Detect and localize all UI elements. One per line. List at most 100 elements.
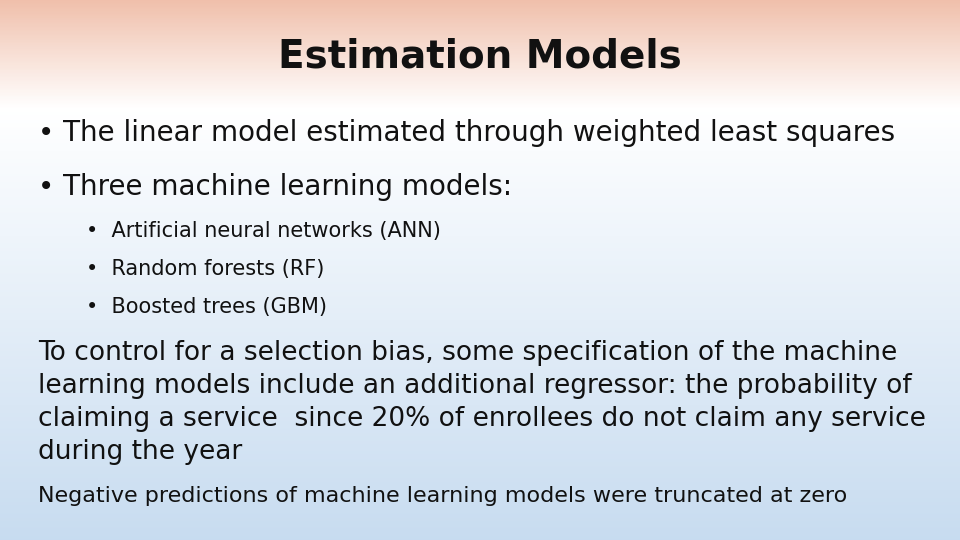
Text: To control for a selection bias, some specification of the machine
learning mode: To control for a selection bias, some sp…	[38, 340, 926, 465]
Bar	[0, 49, 960, 50]
Bar	[0, 287, 960, 289]
Bar	[0, 313, 960, 314]
Bar	[0, 330, 960, 332]
Bar	[0, 532, 960, 534]
Bar	[0, 400, 960, 401]
Bar	[0, 181, 960, 183]
Bar	[0, 31, 960, 32]
Bar	[0, 379, 960, 381]
Bar	[0, 395, 960, 397]
Bar	[0, 329, 960, 330]
Bar	[0, 513, 960, 514]
Bar	[0, 240, 960, 241]
Bar	[0, 351, 960, 352]
Bar	[0, 201, 960, 202]
Bar	[0, 12, 960, 14]
Bar	[0, 150, 960, 151]
Bar	[0, 242, 960, 243]
Bar	[0, 130, 960, 131]
Bar	[0, 537, 960, 539]
Bar	[0, 86, 960, 87]
Bar	[0, 25, 960, 27]
Bar	[0, 401, 960, 402]
Bar	[0, 259, 960, 260]
Bar	[0, 501, 960, 502]
Bar	[0, 141, 960, 143]
Bar	[0, 341, 960, 343]
Bar	[0, 377, 960, 378]
Bar	[0, 529, 960, 530]
Bar	[0, 145, 960, 146]
Bar	[0, 157, 960, 158]
Bar	[0, 266, 960, 267]
Bar	[0, 498, 960, 500]
Bar	[0, 119, 960, 120]
Bar	[0, 36, 960, 38]
Bar	[0, 22, 960, 23]
Bar	[0, 431, 960, 432]
Bar	[0, 217, 960, 219]
Bar	[0, 46, 960, 47]
Bar	[0, 140, 960, 141]
Bar	[0, 3, 960, 4]
Bar	[0, 530, 960, 532]
Bar	[0, 350, 960, 351]
Bar	[0, 293, 960, 294]
Bar	[0, 56, 960, 57]
Bar	[0, 165, 960, 166]
Bar	[0, 440, 960, 442]
Bar	[0, 251, 960, 252]
Bar	[0, 131, 960, 132]
Bar	[0, 68, 960, 69]
Bar	[0, 194, 960, 195]
Bar	[0, 456, 960, 458]
Bar	[0, 202, 960, 204]
Bar	[0, 404, 960, 405]
Bar	[0, 444, 960, 446]
Bar	[0, 5, 960, 6]
Bar	[0, 524, 960, 525]
Bar	[0, 224, 960, 226]
Bar	[0, 264, 960, 265]
Bar	[0, 374, 960, 375]
Bar	[0, 352, 960, 354]
Bar	[0, 124, 960, 126]
Bar	[0, 187, 960, 189]
Bar	[0, 70, 960, 71]
Bar	[0, 273, 960, 274]
Bar	[0, 178, 960, 179]
Bar	[0, 192, 960, 193]
Text: •  Random forests (RF): • Random forests (RF)	[86, 259, 324, 279]
Bar	[0, 300, 960, 301]
Bar	[0, 489, 960, 490]
Bar	[0, 411, 960, 413]
Bar	[0, 248, 960, 249]
Bar	[0, 222, 960, 224]
Bar	[0, 208, 960, 209]
Bar	[0, 216, 960, 217]
Bar	[0, 122, 960, 123]
Bar	[0, 296, 960, 297]
Text: •  Boosted trees (GBM): • Boosted trees (GBM)	[86, 297, 327, 317]
Bar	[0, 100, 960, 102]
Bar	[0, 417, 960, 418]
Bar	[0, 424, 960, 426]
Bar	[0, 367, 960, 368]
Bar	[0, 254, 960, 255]
Bar	[0, 246, 960, 247]
Bar	[0, 390, 960, 392]
Bar	[0, 160, 960, 162]
Bar	[0, 185, 960, 186]
Bar	[0, 136, 960, 138]
Bar	[0, 189, 960, 191]
Bar	[0, 23, 960, 24]
Bar	[0, 33, 960, 35]
Bar	[0, 27, 960, 28]
Bar	[0, 24, 960, 25]
Bar	[0, 321, 960, 322]
Bar	[0, 482, 960, 483]
Bar	[0, 428, 960, 429]
Bar	[0, 442, 960, 443]
Bar	[0, 170, 960, 172]
Bar	[0, 491, 960, 492]
